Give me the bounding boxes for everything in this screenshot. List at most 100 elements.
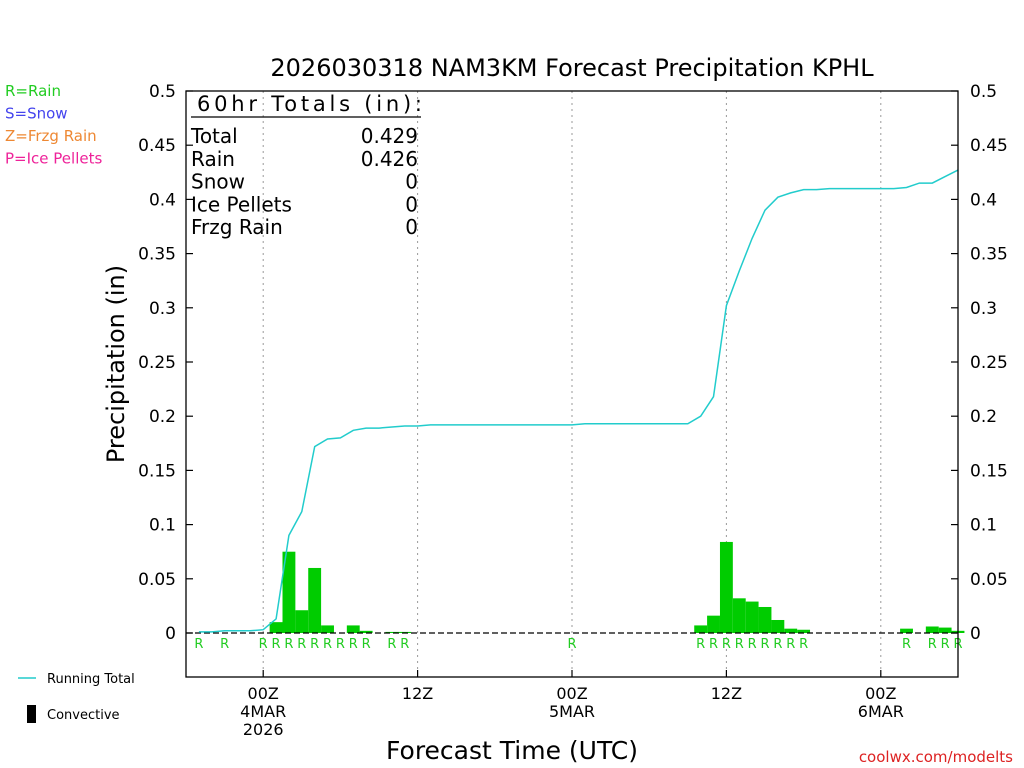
x-tick-label: 12Z bbox=[402, 684, 433, 703]
ptype-marker: R bbox=[220, 637, 229, 652]
y-tick-label-right: 0.3 bbox=[970, 299, 997, 319]
y-tick-label-right: 0.5 bbox=[970, 82, 997, 102]
y-tick-label-left: 0.05 bbox=[138, 570, 176, 590]
y-tick-label-right: 0.4 bbox=[970, 190, 997, 210]
precip-bar bbox=[745, 601, 759, 633]
ptype-marker: R bbox=[735, 637, 744, 652]
y-tick-label-left: 0.5 bbox=[149, 82, 176, 102]
credit-text: coolwx.com/modelts bbox=[859, 748, 1013, 766]
totals-label: Frzg Rain bbox=[191, 215, 283, 239]
totals-value: 0 bbox=[405, 215, 418, 239]
y-axis-ticks: 0 00.05 0.050.1 0.10.15 0.150.2 0.20.25 0.250.… bbox=[138, 82, 1008, 644]
y-tick-label-right: 0.1 bbox=[970, 516, 997, 536]
precip-bar bbox=[925, 626, 939, 633]
ptype-legend-item: R=Rain bbox=[5, 82, 61, 100]
legend-item-label: Running Total bbox=[47, 672, 135, 687]
bottom-legend: Running Total Convective bbox=[18, 672, 135, 723]
totals-value: 0.426 bbox=[361, 147, 418, 171]
ptype-marker: R bbox=[941, 637, 950, 652]
totals-value: 0 bbox=[405, 192, 418, 216]
y-tick-label-right: 0.2 bbox=[970, 407, 997, 427]
precip-bar bbox=[346, 625, 360, 633]
ptype-marker: R bbox=[709, 637, 718, 652]
y-tick-label-left: 0.2 bbox=[149, 407, 176, 427]
y-tick-label-left: 0.1 bbox=[149, 516, 176, 536]
precip-bar bbox=[321, 625, 334, 633]
ptype-marker: R bbox=[928, 637, 937, 652]
legend-bar-swatch bbox=[27, 705, 36, 723]
ptype-marker: R bbox=[786, 637, 795, 652]
precip-type-legend: R=Rain S=Snow Z=Frzg Rain P=Ice Pellets bbox=[5, 82, 102, 168]
precip-bar bbox=[308, 567, 322, 633]
precip-bar bbox=[295, 610, 309, 633]
y-tick-label-right: 0.15 bbox=[970, 461, 1008, 481]
precip-bar bbox=[269, 622, 283, 633]
x-tick-label: 6MAR bbox=[858, 702, 904, 721]
y-tick-label-left: 0 bbox=[165, 624, 176, 644]
bar-series bbox=[269, 541, 965, 633]
ptype-marker: R bbox=[297, 637, 306, 652]
totals-value: 0 bbox=[405, 170, 418, 194]
ptype-marker: R bbox=[259, 637, 268, 652]
ptype-legend-item: P=Ice Pellets bbox=[5, 150, 102, 168]
ptype-marker: R bbox=[799, 637, 808, 652]
precip-bar bbox=[732, 598, 746, 633]
totals-label: Rain bbox=[191, 147, 235, 171]
precip-bar bbox=[938, 627, 952, 633]
totals-value: 0.429 bbox=[361, 124, 418, 148]
ptype-marker: R bbox=[284, 637, 293, 652]
y-tick-label-left: 0.4 bbox=[149, 190, 176, 210]
precip-bar bbox=[771, 619, 785, 633]
chart-title: 2026030318 NAM3KM Forecast Precipitation… bbox=[270, 54, 874, 82]
ptype-marker: R bbox=[722, 637, 731, 652]
ptype-marker: R bbox=[748, 637, 757, 652]
ptype-marker: R bbox=[323, 637, 332, 652]
y-tick-label-right: 0 bbox=[970, 624, 981, 644]
x-tick-label: 00Z bbox=[865, 684, 896, 703]
x-tick-label: 5MAR bbox=[549, 702, 595, 721]
precip-bar bbox=[900, 628, 913, 633]
x-tick-label: 00Z bbox=[248, 684, 279, 703]
gridlines bbox=[262, 91, 882, 677]
totals-box: 60hr Totals (in): Total 0.429 Rain 0.426 Sno… bbox=[190, 92, 422, 239]
ptype-marker: R bbox=[336, 637, 345, 652]
ptype-marker: R bbox=[760, 637, 769, 652]
y-tick-label-right: 0.45 bbox=[970, 136, 1008, 156]
ptype-marker: R bbox=[567, 637, 576, 652]
y-axis-label: Precipitation (in) bbox=[102, 265, 130, 463]
y-tick-label-left: 0.45 bbox=[138, 136, 176, 156]
ptype-marker: R bbox=[272, 637, 281, 652]
ptype-legend-item: S=Snow bbox=[5, 105, 68, 123]
ptype-marker: R bbox=[349, 637, 358, 652]
ptype-marker: R bbox=[773, 637, 782, 652]
ptype-marker: R bbox=[400, 637, 409, 652]
y-tick-label-left: 0.3 bbox=[149, 299, 176, 319]
precip-bar bbox=[282, 551, 296, 633]
ptype-legend-item: Z=Frzg Rain bbox=[5, 127, 97, 145]
y-tick-label-left: 0.25 bbox=[138, 353, 176, 373]
ptype-marker: R bbox=[387, 637, 396, 652]
y-tick-label-right: 0.25 bbox=[970, 353, 1008, 373]
precip-bar bbox=[359, 630, 373, 633]
ptype-marker: R bbox=[310, 637, 319, 652]
x-tick-label: 00Z bbox=[556, 684, 587, 703]
precip-bar bbox=[758, 606, 772, 633]
running-total-line bbox=[198, 169, 959, 633]
y-tick-label-right: 0.35 bbox=[970, 245, 1008, 265]
x-axis-label: Forecast Time (UTC) bbox=[386, 736, 638, 765]
precip-bar bbox=[385, 631, 399, 633]
x-tick-label: 4MAR bbox=[240, 702, 286, 721]
precip-bar bbox=[797, 629, 811, 633]
totals-label: Snow bbox=[191, 170, 245, 194]
y-tick-label-left: 0.15 bbox=[138, 461, 176, 481]
y-tick-label-right: 0.05 bbox=[970, 570, 1008, 590]
legend-item-label: Convective bbox=[47, 708, 120, 723]
totals-heading: 60hr Totals (in): bbox=[197, 92, 422, 116]
x-tick-label: 12Z bbox=[711, 684, 742, 703]
totals-label: Total bbox=[190, 124, 238, 148]
precip-bar bbox=[707, 615, 720, 633]
ptype-marker: R bbox=[902, 637, 911, 652]
precip-bar bbox=[719, 541, 733, 633]
